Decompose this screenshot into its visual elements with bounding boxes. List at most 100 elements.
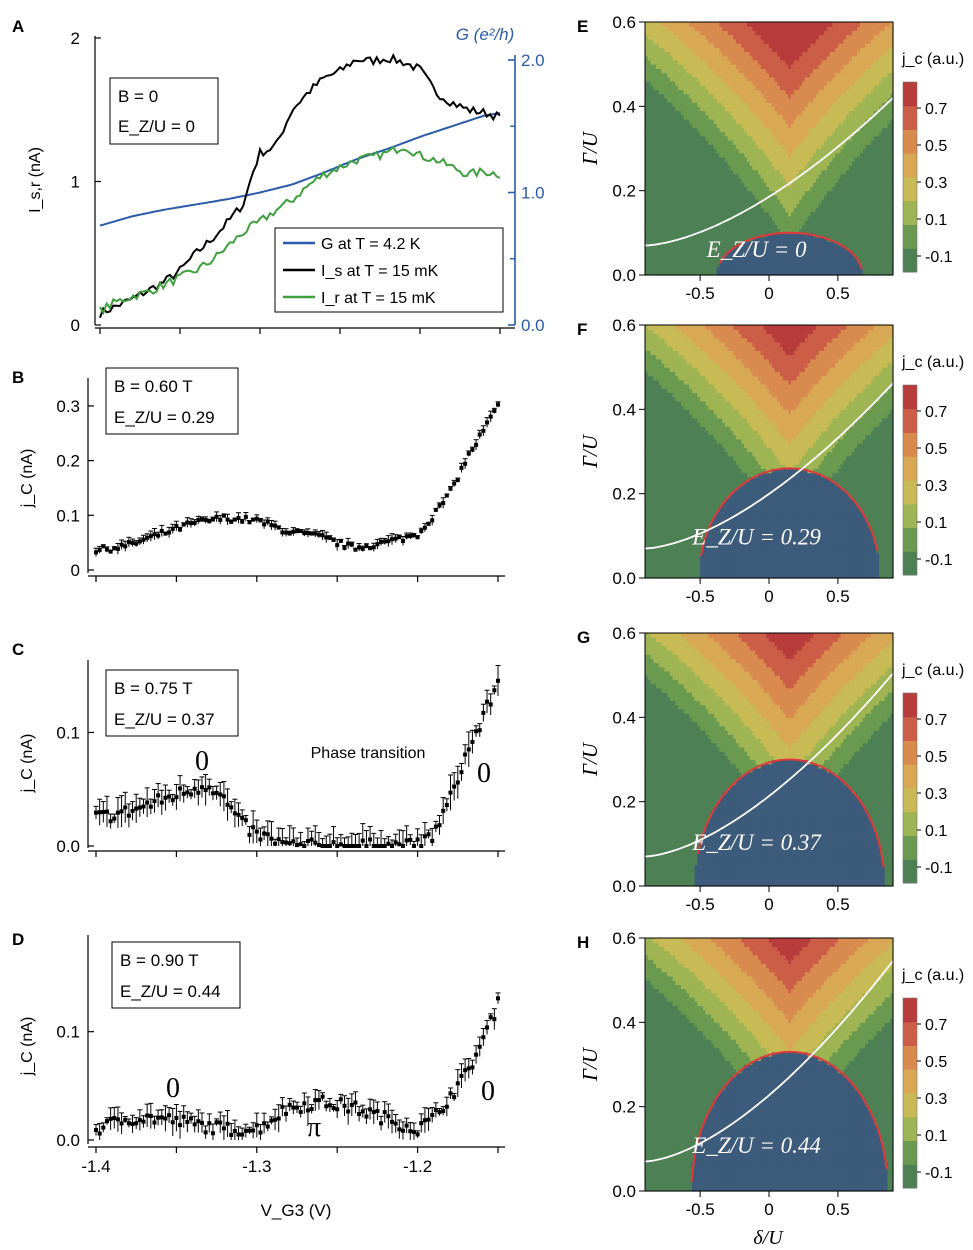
heat-cell: [821, 262, 825, 268]
data-point: [474, 442, 479, 447]
data-point: [254, 1123, 259, 1128]
heat-cell: [760, 216, 765, 221]
heat-cell: [716, 194, 720, 200]
heat-cell: [678, 26, 682, 31]
heat-cell: [755, 114, 759, 120]
heat-cell: [645, 68, 649, 74]
heat-cell: [647, 161, 652, 166]
heat-cell: [645, 224, 649, 230]
heat-cell: [683, 144, 687, 150]
heat-cell: [771, 211, 776, 217]
heat-cell: [735, 190, 740, 196]
heat-cell: [675, 68, 679, 74]
heat-cell: [755, 72, 759, 78]
heat-cell: [680, 51, 685, 57]
heat-cell: [702, 131, 707, 137]
data-point: [320, 533, 325, 538]
heat-cell: [713, 186, 718, 192]
heat-cell: [661, 123, 665, 128]
heat-cell: [735, 97, 740, 103]
heat-cell: [758, 211, 762, 217]
heat-cell: [645, 186, 649, 192]
heat-cell: [802, 72, 806, 78]
heat-cell: [689, 182, 693, 187]
data-point: [441, 501, 446, 506]
heat-cell: [804, 203, 809, 209]
heat-cell: [680, 22, 685, 27]
heat-cell: [741, 186, 745, 192]
heat-cell: [744, 253, 748, 259]
heat-cell: [818, 140, 822, 145]
data-point: [433, 1108, 438, 1113]
heat-cell: [722, 38, 726, 44]
heat-cell: [702, 140, 707, 145]
heat-cell: [691, 144, 696, 150]
data-point: [236, 812, 241, 817]
heat-cell: [804, 106, 809, 112]
heat-cell: [705, 207, 709, 213]
panel-a-ylabel: I_s,r (nA): [27, 147, 44, 213]
heat-cell: [744, 224, 748, 230]
heat-cell: [686, 207, 690, 213]
heat-cell: [656, 38, 660, 44]
heat-cell: [791, 228, 795, 234]
heat-cell: [744, 161, 748, 166]
heat-cell: [747, 85, 751, 91]
heat-cell: [807, 102, 811, 107]
heat-cell: [700, 93, 704, 99]
heat-cell: [653, 51, 657, 57]
heat-cell: [791, 85, 795, 91]
heat-cell: [766, 30, 770, 36]
heat-cell: [780, 76, 784, 82]
heat-cell: [697, 144, 701, 150]
heat-cell: [747, 190, 751, 196]
heat-cell: [818, 186, 822, 192]
heat-cell: [749, 127, 754, 133]
heat-cell: [793, 72, 798, 78]
heat-cell: [771, 241, 776, 247]
heat-cell: [813, 245, 817, 251]
heat-cell: [713, 253, 718, 259]
heat-cell: [818, 216, 822, 221]
heat-cell: [702, 43, 707, 48]
heat-cell: [730, 211, 734, 217]
heat-cell: [733, 178, 737, 183]
heat-cell: [813, 173, 817, 179]
heat-cell: [785, 110, 789, 116]
heat-cell: [818, 211, 822, 217]
data-point: [145, 800, 150, 805]
data-point: [408, 1129, 413, 1134]
panel-d-ticks: 0.00.1-1.4 -1.3 -1.2: [56, 1023, 499, 1176]
heat-cell: [755, 64, 759, 69]
heat-cell: [686, 26, 690, 31]
heat-cell: [683, 224, 687, 230]
heat-cell: [656, 224, 660, 230]
heat-cell: [664, 203, 668, 209]
heat-cell: [818, 270, 822, 276]
heat-cell: [667, 262, 671, 268]
heat-cell: [763, 102, 767, 107]
heat-cell: [755, 194, 759, 200]
heat-cell: [780, 182, 784, 187]
data-point: [466, 451, 471, 456]
heat-cell: [700, 64, 704, 69]
heat-cell: [730, 224, 734, 230]
heat-cell: [782, 26, 787, 31]
heat-cell: [702, 34, 707, 40]
heat-cell: [683, 152, 687, 158]
heat-cell: [780, 22, 784, 27]
heat-cell: [686, 30, 690, 36]
heat-cell: [793, 190, 798, 196]
heat-cell: [760, 156, 765, 162]
heat-cell: [667, 68, 671, 74]
heat-cell: [738, 207, 743, 213]
heat-cell: [741, 237, 745, 242]
data-point: [280, 1104, 285, 1109]
heat-cell: [697, 97, 701, 103]
data-point: [218, 792, 223, 797]
heat-cell: [647, 43, 652, 48]
heat-cell: [647, 216, 652, 221]
heat-cell: [782, 194, 787, 200]
heat-cell: [735, 140, 740, 145]
heat-cell: [669, 249, 674, 255]
